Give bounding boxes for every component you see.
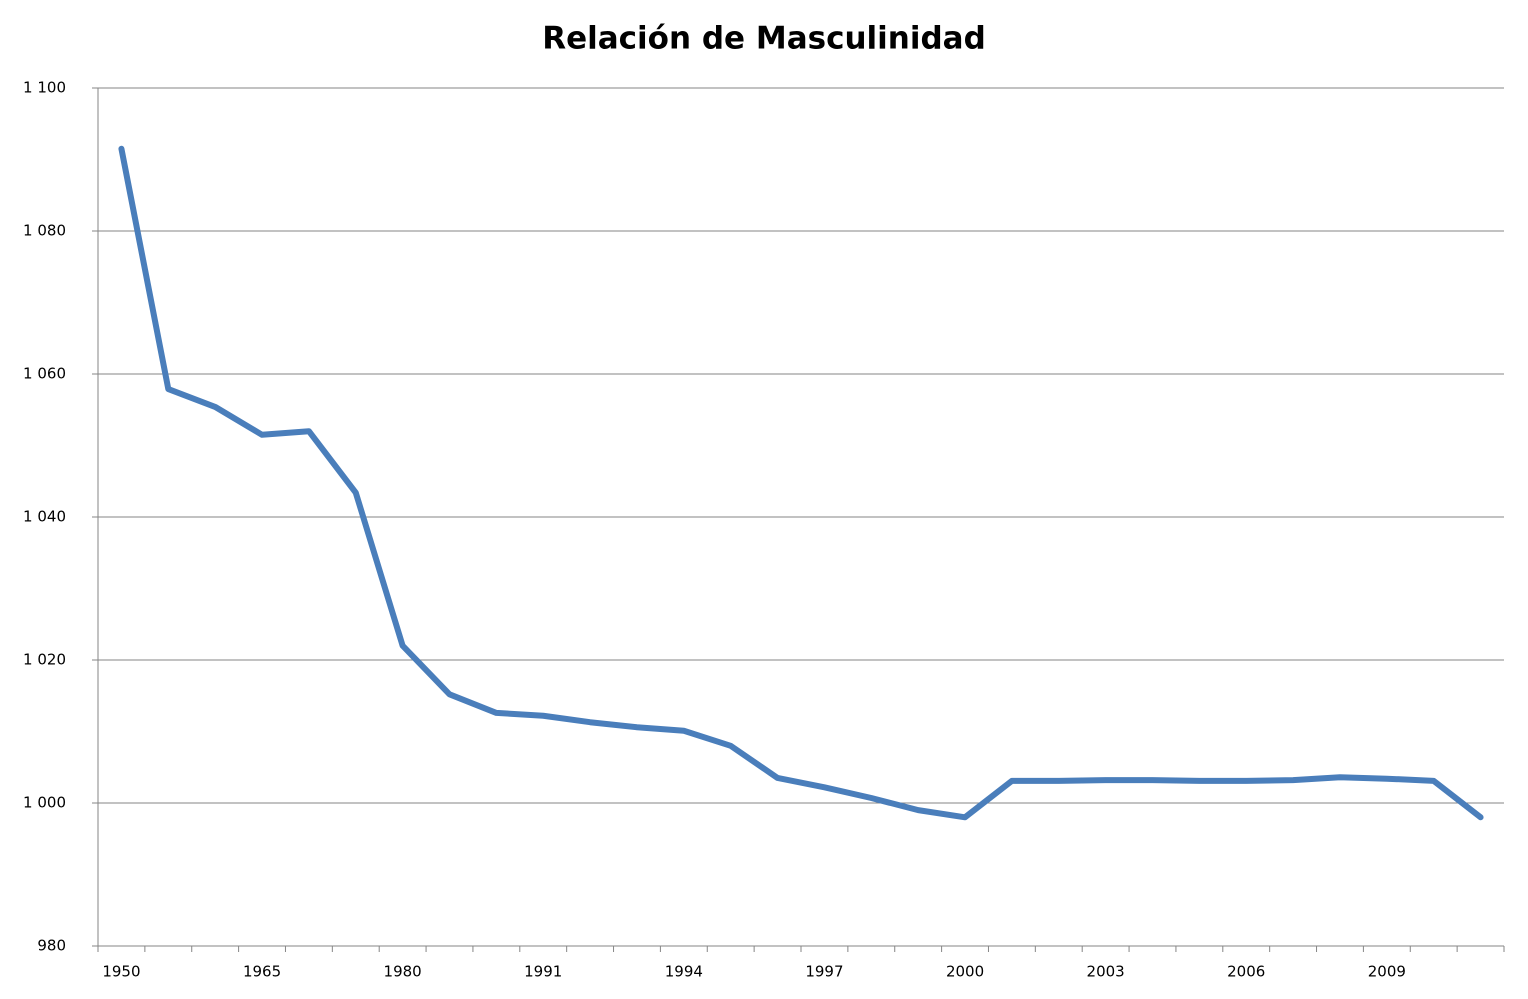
data-line xyxy=(118,145,1484,821)
y-tick-label: 1 080 xyxy=(23,222,66,240)
x-tick-label: 1980 xyxy=(384,963,422,981)
x-tick-label: 1994 xyxy=(665,963,703,981)
x-tick-label: 1991 xyxy=(524,963,562,981)
y-tick-label: 1 060 xyxy=(23,365,66,383)
x-tick-label: 2000 xyxy=(946,963,984,981)
x-tick-label: 1950 xyxy=(102,963,140,981)
y-tick-label: 1 000 xyxy=(23,794,66,812)
x-tick-label: 2006 xyxy=(1227,963,1265,981)
x-tick-label: 1965 xyxy=(243,963,281,981)
y-tick-label: 1 020 xyxy=(23,651,66,669)
x-tick-label: 1997 xyxy=(805,963,843,981)
x-tick-label: 2009 xyxy=(1368,963,1406,981)
chart-title: Relación de Masculinidad xyxy=(542,21,986,57)
x-tick-label: 2003 xyxy=(1087,963,1125,981)
y-tick-label: 1 100 xyxy=(23,79,66,97)
y-tick-label: 980 xyxy=(37,937,66,955)
y-tick-label: 1 040 xyxy=(23,508,66,526)
